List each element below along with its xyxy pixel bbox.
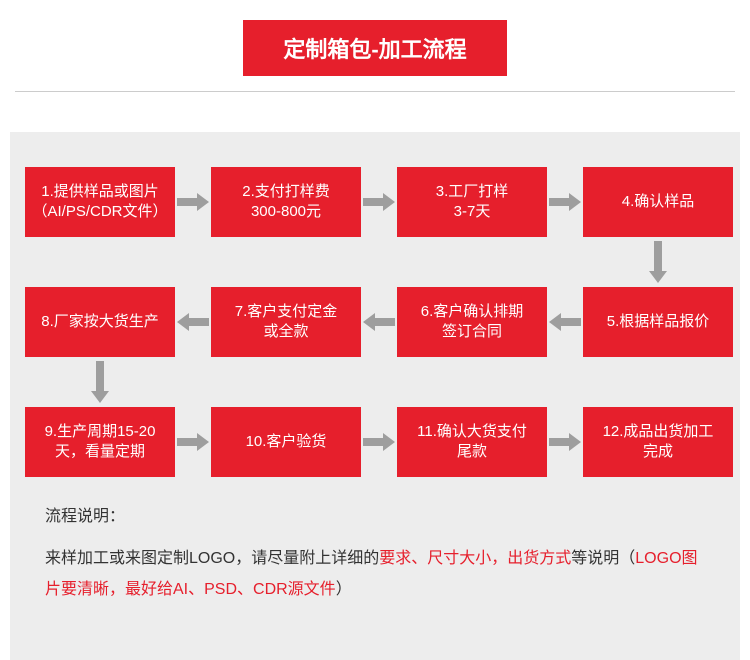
flow-grid: 1.提供样品或图片（AI/PS/CDR文件） 2.支付打样费300-800元 3… [25,167,725,477]
notes: 流程说明： 来样加工或来图定制LOGO，请尽量附上详细的要求、尺寸大小，出货方式… [25,477,725,630]
notes-body: 来样加工或来图定制LOGO，请尽量附上详细的要求、尺寸大小，出货方式等说明（LO… [45,544,705,605]
arrow-right-icon [361,407,397,477]
notes-title: 流程说明： [45,502,705,532]
arrow-right-icon [361,167,397,237]
arrow-right-icon [547,167,583,237]
notes-text: 等说明（ [571,550,635,567]
arrow-left-icon [175,287,211,357]
notes-text: ） [336,581,352,598]
flow-container: 1.提供样品或图片（AI/PS/CDR文件） 2.支付打样费300-800元 3… [10,132,740,660]
header: 定制箱包-加工流程 [15,0,735,92]
arrow-right-icon [175,167,211,237]
node-10: 10.客户验货 [211,407,361,477]
node-12: 12.成品出货加工完成 [583,407,733,477]
arrow-down-icon [583,237,733,287]
node-11: 11.确认大货支付尾款 [397,407,547,477]
node-7: 7.客户支付定金或全款 [211,287,361,357]
arrow-left-icon [547,287,583,357]
arrow-right-icon [547,407,583,477]
node-3: 3.工厂打样3-7天 [397,167,547,237]
node-9: 9.生产周期15-20天，看量定期 [25,407,175,477]
notes-text: 来样加工或来图定制LOGO，请尽量附上详细的 [45,550,379,567]
node-6: 6.客户确认排期签订合同 [397,287,547,357]
node-2: 2.支付打样费300-800元 [211,167,361,237]
notes-highlight: 要求、尺寸大小，出货方式 [379,550,571,567]
node-8: 8.厂家按大货生产 [25,287,175,357]
node-5: 5.根据样品报价 [583,287,733,357]
arrow-left-icon [361,287,397,357]
arrow-down-icon [25,357,175,407]
arrow-right-icon [175,407,211,477]
node-4: 4.确认样品 [583,167,733,237]
title-banner: 定制箱包-加工流程 [243,20,506,76]
node-1: 1.提供样品或图片（AI/PS/CDR文件） [25,167,175,237]
